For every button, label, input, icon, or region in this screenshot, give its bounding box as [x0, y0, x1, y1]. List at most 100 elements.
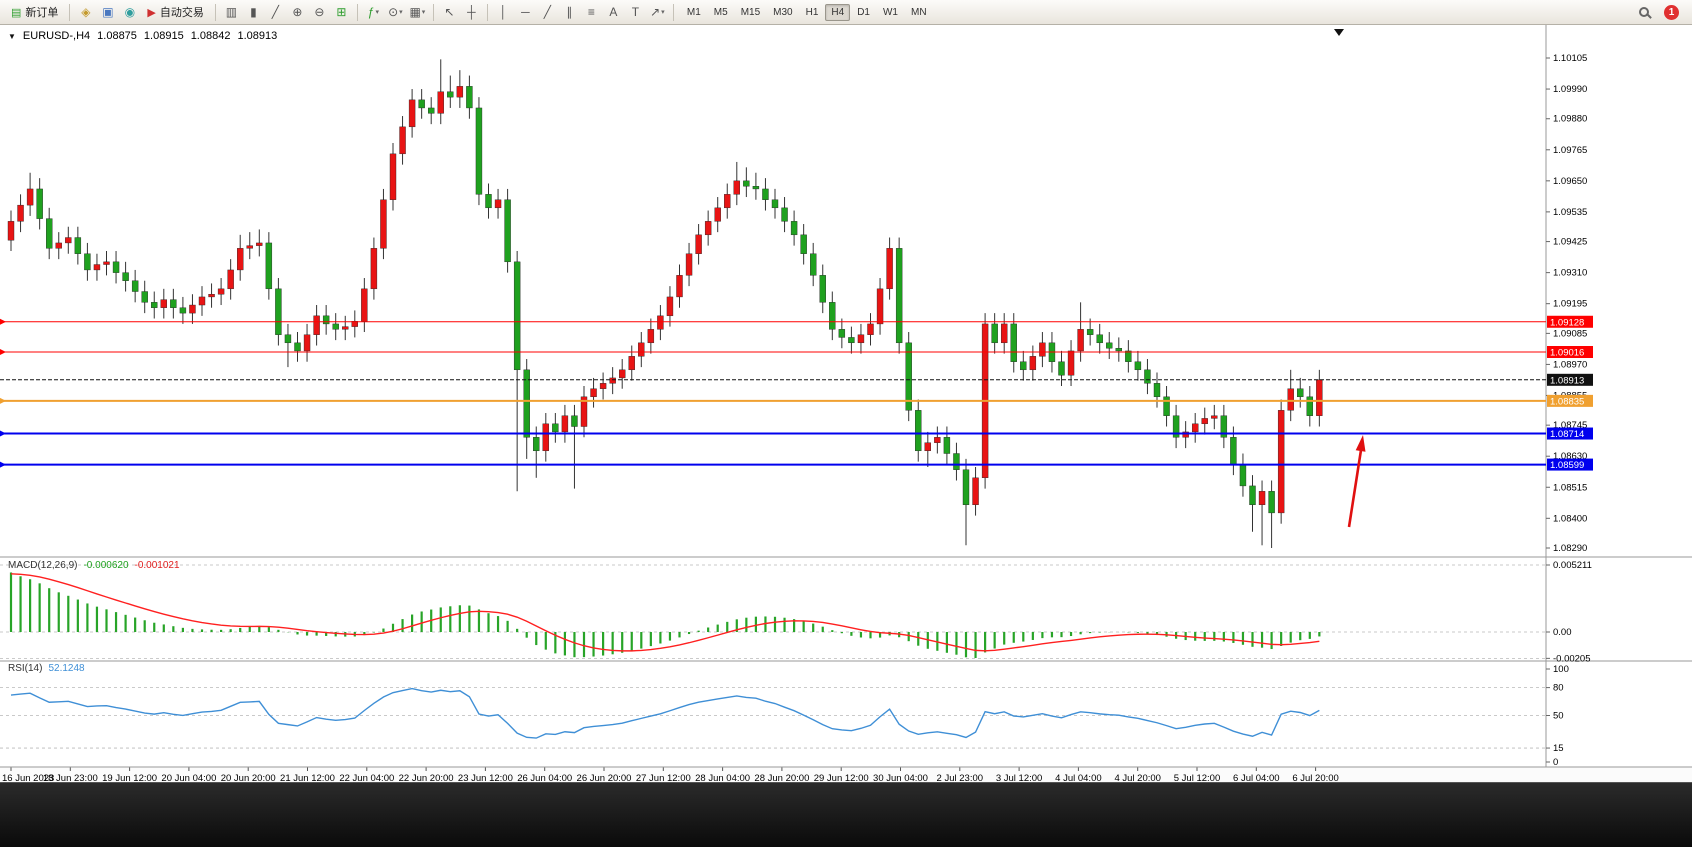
chart-shift-marker	[1334, 29, 1344, 36]
timeframe-button-m1[interactable]: M1	[686, 6, 701, 18]
tile-windows-button[interactable]: ⊞	[331, 2, 352, 23]
toolbar: ▤ 新订单 ◈ ▣ ◉ ▶ 自动交易 ▥ ▮ ╱ ⊕ ⊖ ⊞ ƒ ▾ ⊙ ▾ ▦ ▾ …	[0, 0, 1692, 25]
macd-label: MACD(12,26,9) -0.000620 -0.001021	[8, 560, 180, 571]
dropdown-caret-icon: ▾	[375, 9, 379, 16]
svg-text:26 Jun 04:00: 26 Jun 04:00	[517, 773, 572, 782]
toolbar-separator	[432, 3, 434, 21]
trendline-icon: ╱	[543, 5, 551, 19]
horizontal-line-1.08599[interactable]	[0, 461, 1546, 468]
svg-text:1.08400: 1.08400	[1553, 513, 1587, 524]
svg-text:50: 50	[1553, 711, 1564, 722]
templates-icon: ▦	[409, 5, 421, 19]
svg-text:22 Jun 20:00: 22 Jun 20:00	[399, 773, 454, 782]
horizontal-line-button[interactable]: ─	[515, 2, 536, 23]
line-chart-button[interactable]: ╱	[265, 2, 286, 23]
arrows-tool-button[interactable]: ↗ ▾	[647, 2, 668, 23]
search-button[interactable]	[1633, 2, 1654, 23]
candles-layer	[7, 59, 1323, 548]
sounds-button[interactable]: ◉	[119, 2, 140, 23]
svg-text:6 Jul 20:00: 6 Jul 20:00	[1292, 773, 1338, 782]
fibonacci-button[interactable]: ≡	[581, 2, 602, 23]
zoom-out-button[interactable]: ⊖	[309, 2, 330, 23]
text-label-icon: T	[631, 5, 640, 19]
auto-trading-button[interactable]: ▶ 自动交易	[141, 2, 209, 23]
svg-text:0.005211: 0.005211	[1553, 560, 1592, 571]
svg-text:28 Jun 04:00: 28 Jun 04:00	[695, 773, 750, 782]
cursor-button[interactable]: ↖	[439, 2, 460, 23]
horizontal-line-1.08835[interactable]	[0, 397, 1546, 404]
trendline-button[interactable]: ╱	[537, 2, 558, 23]
svg-text:1.08970: 1.08970	[1553, 359, 1587, 370]
timeframe-button-w1[interactable]: W1	[882, 6, 898, 18]
tile-windows-icon: ⊞	[336, 5, 347, 19]
macd-name: MACD(12,26,9)	[8, 560, 78, 571]
crosshair-button[interactable]: ┼	[461, 2, 482, 23]
text-button[interactable]: A	[603, 2, 624, 23]
search-icon	[1638, 7, 1649, 17]
sounds-icon: ◉	[124, 5, 136, 19]
new-order-button[interactable]: ▤ 新订单	[5, 2, 64, 23]
bar-chart-button[interactable]: ▥	[221, 2, 242, 23]
timeframe-button-d1[interactable]: D1	[857, 6, 870, 18]
notification-badge[interactable]: 1	[1664, 4, 1679, 20]
horizontal-line-1.09128[interactable]	[0, 318, 1546, 325]
svg-text:16 Jun 2023: 16 Jun 2023	[2, 773, 54, 782]
svg-text:18 Jun 23:00: 18 Jun 23:00	[43, 773, 98, 782]
svg-text:1.09990: 1.09990	[1553, 84, 1587, 95]
svg-text:80: 80	[1553, 683, 1564, 694]
rsi-value: 52.1248	[48, 663, 85, 674]
new-order-icon: ▤	[11, 6, 22, 19]
zoom-in-button[interactable]: ⊕	[287, 2, 308, 23]
horizontal-line-icon: ─	[521, 5, 530, 19]
timeframe-button-m15[interactable]: M15	[740, 6, 761, 18]
candle-chart-button[interactable]: ▮	[243, 2, 264, 23]
chart-close-value: 1.08913	[237, 30, 278, 42]
svg-text:-0.00205: -0.00205	[1553, 653, 1591, 664]
periods-button[interactable]: ⊙ ▾	[385, 2, 406, 23]
svg-text:1.08630: 1.08630	[1553, 451, 1587, 462]
templates-button[interactable]: ▦ ▾	[407, 2, 428, 23]
svg-text:15: 15	[1553, 743, 1564, 754]
line-chart-icon: ╱	[271, 5, 279, 19]
horizontal-line-1.08714[interactable]	[0, 430, 1546, 437]
timeframe-group: M1 M5 M15 M30 H1 H4 D1 W1 MN	[681, 3, 933, 21]
toolbar-right-group: 1	[1633, 2, 1687, 23]
symbol-collapse-icon[interactable]: ▼	[8, 31, 16, 41]
channel-button[interactable]: ∥	[559, 2, 580, 23]
arrow-annotation[interactable]	[1347, 435, 1366, 528]
svg-text:2 Jul 23:00: 2 Jul 23:00	[937, 773, 983, 782]
svg-text:29 Jun 12:00: 29 Jun 12:00	[814, 773, 869, 782]
svg-text:20 Jun 20:00: 20 Jun 20:00	[221, 773, 276, 782]
svg-text:1.08599: 1.08599	[1550, 460, 1584, 471]
rsi-name: RSI(14)	[8, 663, 43, 674]
indicators-button[interactable]: ƒ ▾	[363, 2, 384, 23]
horizontal-line-1.09016[interactable]	[0, 349, 1546, 355]
profile-button[interactable]: ▣	[97, 2, 118, 23]
svg-text:21 Jun 12:00: 21 Jun 12:00	[280, 773, 335, 782]
timeframe-button-m30[interactable]: M30	[773, 6, 793, 18]
svg-text:5 Jul 12:00: 5 Jul 12:00	[1174, 773, 1220, 782]
vertical-line-button[interactable]: │	[493, 2, 514, 23]
price-tags[interactable]: 1.09128 1.09016 1.08835 1.08714 1.08599 1.089…	[1547, 315, 1593, 471]
timeframe-button-mn[interactable]: MN	[910, 6, 927, 18]
chart-window: ▼ EURUSD-,H4 1.08875 1.08915 1.08842 1.0…	[0, 25, 1692, 784]
chart-open-value: 1.08875	[97, 30, 137, 42]
svg-text:1.09195: 1.09195	[1553, 299, 1587, 310]
svg-text:27 Jun 12:00: 27 Jun 12:00	[636, 773, 691, 782]
timeframe-button-m5[interactable]: M5	[713, 6, 728, 18]
fibonacci-icon: ≡	[587, 5, 595, 19]
svg-text:1.09085: 1.09085	[1553, 328, 1587, 339]
svg-text:6 Jul 04:00: 6 Jul 04:00	[1233, 773, 1279, 782]
svg-text:1.09880: 1.09880	[1553, 114, 1587, 125]
svg-text:1.08835: 1.08835	[1550, 396, 1584, 407]
text-label-button[interactable]: T	[625, 2, 646, 23]
toolbar-separator	[486, 3, 488, 21]
chart-symbol-period: EURUSD-,H4	[22, 30, 91, 42]
community-button[interactable]: ◈	[75, 2, 96, 23]
timeframe-button-h1[interactable]: H1	[805, 6, 819, 18]
timeframe-button-h4[interactable]: H4	[825, 3, 851, 21]
vertical-line-icon: │	[499, 5, 508, 19]
svg-text:1.08913: 1.08913	[1550, 375, 1584, 386]
